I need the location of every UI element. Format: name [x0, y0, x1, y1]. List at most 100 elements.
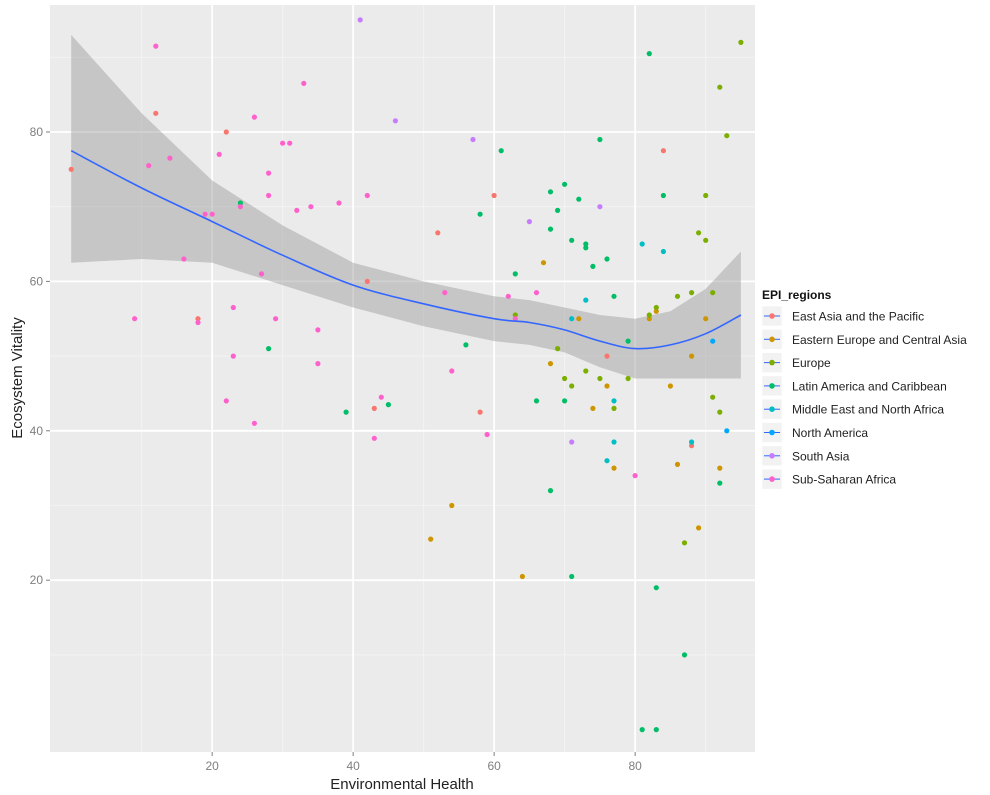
- legend-entry-label: Latin America and Caribbean: [792, 379, 947, 393]
- data-point: [632, 473, 638, 479]
- y-tick-label: 80: [30, 125, 44, 139]
- data-point: [604, 383, 610, 389]
- data-point: [590, 405, 596, 411]
- data-point: [223, 398, 229, 404]
- data-point: [343, 409, 349, 415]
- data-point: [569, 316, 575, 322]
- data-point: [653, 727, 659, 733]
- data-point: [660, 248, 667, 255]
- data-point: [273, 316, 279, 322]
- legend-key-point: [769, 429, 775, 436]
- smooth-line-path: [70, 149, 742, 350]
- data-point: [512, 312, 518, 318]
- data-point: [724, 428, 730, 434]
- data-point: [266, 192, 272, 199]
- data-point: [153, 43, 159, 49]
- data-point: [604, 458, 610, 464]
- major-gridlines: [50, 5, 755, 752]
- y-axis-ticks: 20 40 60 80: [30, 125, 50, 587]
- data-point: [449, 502, 455, 509]
- legend: EPI_regions East Asia and the Pacific Eas…: [761, 288, 967, 490]
- data-point: [266, 170, 272, 176]
- data-point: [167, 155, 173, 161]
- data-point: [583, 245, 589, 251]
- data-point: [336, 200, 342, 206]
- data-point: [555, 346, 561, 352]
- x-tick-label: 60: [487, 759, 501, 773]
- minor-gridlines: [50, 5, 755, 752]
- data-point: [667, 383, 674, 389]
- data-point: [428, 536, 434, 542]
- data-point: [308, 204, 314, 210]
- data-point: [519, 573, 526, 580]
- data-point: [562, 375, 568, 382]
- data-point: [371, 405, 377, 411]
- data-point: [689, 439, 695, 445]
- data-point: [498, 148, 504, 154]
- data-point: [477, 211, 483, 217]
- data-point: [689, 290, 695, 296]
- data-point: [597, 136, 603, 143]
- data-point: [590, 263, 596, 269]
- data-point: [576, 316, 582, 322]
- data-point: [442, 290, 448, 296]
- data-point: [364, 278, 370, 284]
- data-point: [435, 230, 441, 236]
- data-point: [209, 211, 215, 217]
- data-point: [717, 465, 723, 471]
- data-point: [653, 308, 659, 314]
- data-point: [717, 409, 723, 415]
- data-point: [315, 327, 321, 333]
- data-point: [717, 480, 723, 486]
- data-point: [385, 402, 391, 408]
- data-point: [597, 375, 603, 382]
- legend-entry-label: Middle East and North Africa: [792, 403, 944, 417]
- data-point: [576, 196, 582, 202]
- data-point: [674, 461, 681, 467]
- data-point: [604, 353, 610, 359]
- legend-key-point: [769, 476, 775, 482]
- data-point: [315, 361, 321, 367]
- x-tick-label: 20: [205, 759, 219, 773]
- data-point: [562, 398, 568, 404]
- data-point: [583, 368, 589, 374]
- data-point: [223, 129, 229, 135]
- legend-key-point: [769, 406, 775, 413]
- data-point: [597, 204, 603, 210]
- data-point: [611, 398, 617, 404]
- data-point: [696, 230, 702, 236]
- legend-entry-label: East Asia and the Pacific: [792, 310, 924, 324]
- legend-entry-label: North America: [792, 426, 868, 440]
- data-point: [625, 375, 631, 382]
- data-point: [611, 439, 617, 445]
- legend-key-point: [769, 453, 775, 459]
- data-point: [562, 181, 568, 187]
- x-tick-label: 80: [628, 759, 642, 773]
- data-point: [512, 271, 518, 277]
- data-points: [68, 17, 744, 733]
- x-tick-label: 40: [346, 759, 360, 773]
- data-point: [604, 256, 610, 262]
- data-point: [710, 290, 716, 296]
- data-point: [146, 163, 152, 169]
- data-point: [625, 338, 631, 344]
- data-point: [230, 353, 236, 359]
- x-axis-title: Environmental Health: [330, 776, 473, 793]
- data-point: [195, 316, 201, 322]
- data-point: [583, 241, 589, 247]
- data-point: [68, 166, 74, 172]
- data-point: [547, 361, 554, 367]
- data-point: [484, 431, 490, 438]
- data-point: [547, 189, 554, 195]
- data-point: [710, 338, 716, 344]
- legend-entry-label: South Asia: [792, 449, 850, 463]
- data-point: [717, 84, 723, 90]
- legend-key-point: [769, 313, 775, 319]
- data-point: [710, 394, 716, 400]
- data-point: [569, 439, 575, 445]
- plot-panel: [50, 5, 755, 752]
- legend-entry-label: Eastern Europe and Central Asia: [792, 333, 967, 347]
- data-point: [251, 114, 257, 120]
- data-point: [646, 316, 652, 322]
- data-point: [547, 488, 554, 494]
